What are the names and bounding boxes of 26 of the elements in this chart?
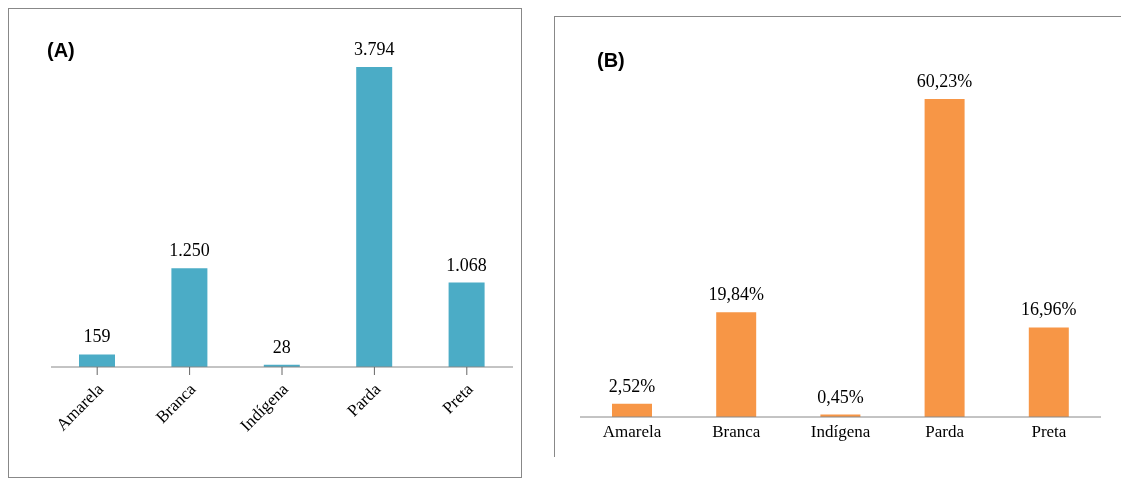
bar	[924, 99, 965, 417]
data-label: 16,96%	[1021, 299, 1077, 320]
chart-title: (A)	[47, 39, 75, 62]
data-label: 2,52%	[608, 375, 656, 396]
data-label: 1.250	[169, 240, 210, 261]
bar	[79, 354, 115, 367]
bar	[171, 268, 208, 367]
x-tick-label: Branca	[712, 422, 761, 442]
bar	[356, 67, 393, 367]
data-label: 0,45%	[817, 386, 864, 407]
bar	[1028, 327, 1069, 417]
data-label: 1.068	[446, 254, 487, 275]
data-label: 28	[272, 336, 291, 357]
data-label: 159	[83, 326, 111, 347]
data-label: 19,84%	[708, 284, 764, 305]
bar	[448, 282, 485, 367]
x-tick-label: Parda	[925, 422, 965, 442]
x-tick-label: Amarela	[602, 422, 662, 442]
x-tick-label: Indígena	[810, 422, 871, 442]
bar	[612, 403, 652, 417]
data-label: 3.794	[353, 39, 395, 59]
x-tick-label: Preta	[438, 379, 478, 418]
bar	[716, 312, 757, 417]
x-tick-label: Preta	[1031, 422, 1067, 442]
data-label: 60,23%	[916, 71, 973, 91]
chart-title: (B)	[597, 49, 625, 72]
